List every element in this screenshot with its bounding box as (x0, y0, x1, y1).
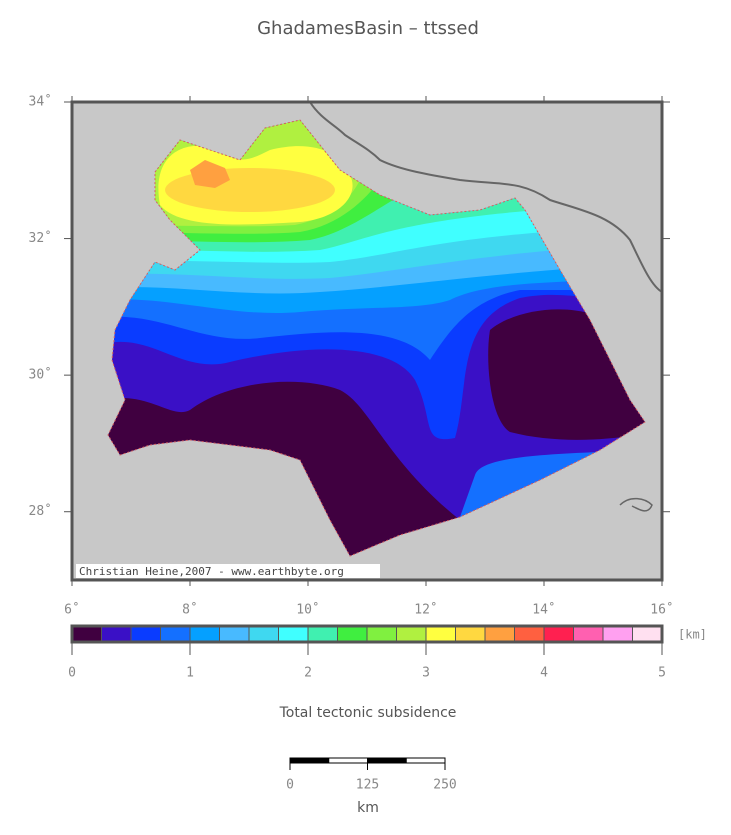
colorbar-tick-label: 0 (68, 666, 76, 681)
lat-tick-label: 30˚ (29, 367, 52, 383)
coastline (309, 101, 663, 293)
lon-tick-label: 10˚ (296, 602, 319, 618)
colorbar-tick-label: 5 (658, 666, 666, 681)
coastline (619, 497, 653, 512)
scale-bar-segment (405, 757, 446, 764)
colorbar-swatch (425, 625, 456, 643)
colorbar-swatch (278, 625, 309, 643)
colorbar-swatch (189, 625, 220, 643)
scale-bar-unit: km (357, 800, 379, 816)
scale-bar-segment (289, 757, 330, 764)
map-frame (70, 100, 664, 582)
colorbar-swatch (337, 625, 368, 643)
colorbar-tick-label: 3 (422, 666, 430, 681)
colorbar-swatch (160, 625, 191, 643)
colorbar-tick-label: 4 (540, 666, 548, 681)
scale-bar-label: 125 (356, 778, 379, 793)
scale-bar-segment (328, 757, 368, 764)
lon-tick-label: 6˚ (64, 602, 80, 618)
credit-box (76, 564, 380, 578)
colorbar-swatch (219, 625, 250, 643)
colorbar-swatch (632, 625, 663, 643)
colorbar-swatch (130, 625, 161, 643)
colorbar-swatch (396, 625, 427, 643)
band (165, 168, 335, 212)
colorbar-swatch (366, 625, 397, 643)
lon-tick-label: 16˚ (650, 602, 673, 618)
colorbar-swatch (573, 625, 604, 643)
lat-tick-label: 28˚ (29, 503, 52, 519)
colorbar-label: Total tectonic subsidence (279, 705, 457, 721)
lon-tick-label: 8˚ (182, 602, 198, 618)
colorbar-swatch (484, 625, 515, 643)
scale-bar-segment (367, 757, 407, 764)
scale-bar-label: 0 (286, 778, 294, 793)
colorbar-swatch (602, 625, 633, 643)
colorbar-frame (70, 624, 664, 644)
colorbar-swatch (101, 625, 132, 643)
colorbar-swatch (514, 625, 545, 643)
colorbar-swatch (307, 625, 338, 643)
lon-tick-label: 12˚ (414, 602, 437, 618)
lat-tick-label: 34˚ (29, 94, 52, 110)
scale-bar-label: 250 (433, 778, 456, 793)
credit: Christian Heine,2007 - www.earthbyte.org (79, 565, 344, 578)
lat-tick-label: 32˚ (29, 230, 52, 246)
colorbar-swatch (455, 625, 486, 643)
band (190, 160, 230, 188)
colorbar-swatch (543, 625, 574, 643)
map-title: GhadamesBasin – ttssed (257, 18, 479, 39)
colorbar-tick-label: 1 (186, 666, 194, 681)
colorbar-swatch (248, 625, 279, 643)
colorbar-tick-label: 2 (304, 666, 312, 681)
lon-tick-label: 14˚ (532, 602, 555, 618)
colorbar-swatch (71, 625, 102, 643)
colorbar-unit: [km] (678, 628, 707, 642)
